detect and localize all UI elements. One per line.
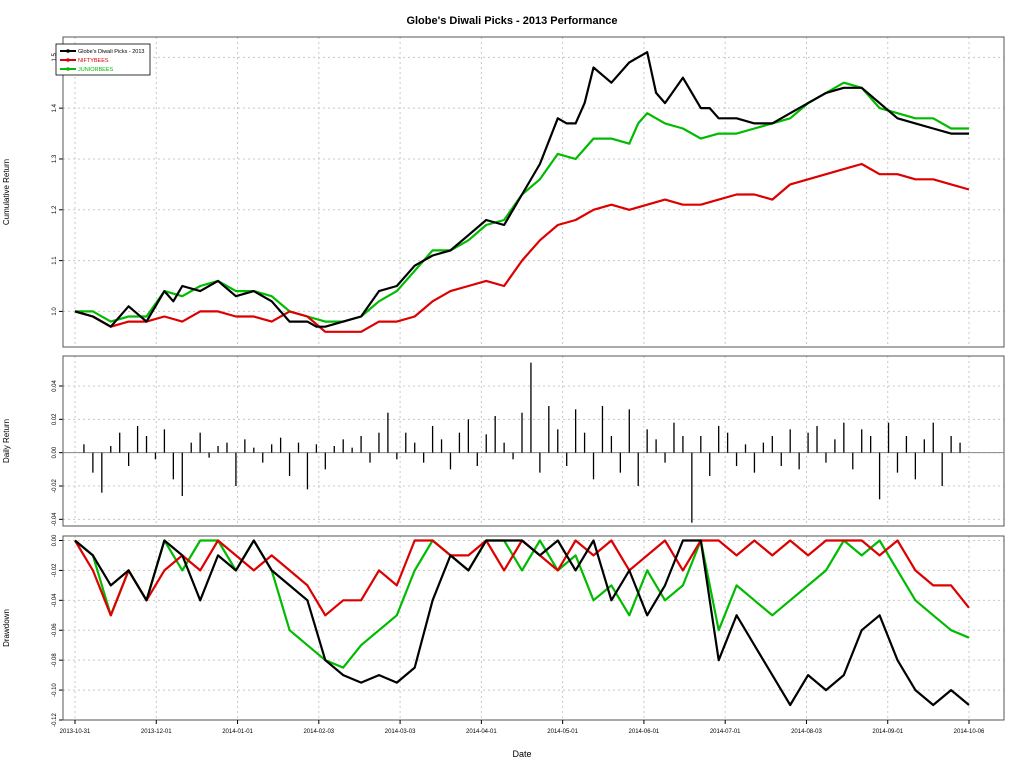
x-tick-label: 2014-07-01	[710, 729, 741, 735]
series-line-globe-s-diwali-picks-2013	[74, 539, 970, 707]
x-tick-label: 2014-09-01	[872, 729, 903, 735]
x-tick-label: 2013-12-01	[141, 729, 172, 735]
panel-cumulative: 1.0 1.1 1.2 1.3 1.4 1.5 Cumulative Return	[2, 36, 1005, 348]
legend-label: JUNIORBEES	[78, 67, 113, 73]
x-tick-label: 2014-08-03	[791, 729, 822, 735]
series-line-niftybees	[74, 162, 970, 333]
x-tick-label: 2014-03-03	[385, 729, 416, 735]
x-tick-label: 2014-02-03	[303, 729, 334, 735]
y-tick-label: -0.06	[52, 623, 58, 637]
y-tick-label: -0.12	[52, 713, 58, 727]
x-tick-label: 2014-10-06	[954, 729, 985, 735]
x-axis-label: Date	[512, 749, 531, 759]
y-tick-label: 0.00	[52, 534, 58, 546]
x-axis: 2013-10-31 2013-12-01 2014-01-01 2014-02-03…	[60, 720, 985, 735]
x-tick-label: 2014-01-01	[222, 729, 253, 735]
y-tick-label: 0.02	[52, 413, 58, 425]
legend-label: NIFTYBEES	[78, 58, 109, 64]
y-tick-label: -0.08	[52, 653, 58, 667]
panel-daily: -0.04 -0.02 0.00 0.02 0.04 Daily Return	[2, 355, 1005, 527]
y-tick-label: 1.1	[52, 256, 58, 265]
legend: Globe's Diwali Picks - 2013 NIFTYBEES JUNI…	[55, 43, 151, 76]
y-tick-label: -0.10	[52, 683, 58, 697]
legend-marker	[66, 67, 70, 71]
y-tick-label: -0.02	[52, 479, 58, 493]
x-tick-label: 2013-10-31	[60, 729, 91, 735]
y-tick-label: -0.02	[52, 563, 58, 577]
y-tick-label: 1.5	[52, 52, 58, 61]
x-tick-label: 2014-05-01	[547, 729, 578, 735]
y-tick-label: -0.04	[52, 512, 58, 526]
y-tick-label: 0.04	[52, 380, 58, 392]
y-axis-label: Cumulative Return	[2, 159, 11, 225]
panel-frame	[62, 355, 1005, 527]
y-tick-label: -0.04	[52, 593, 58, 607]
chart-panels: 1.0 1.1 1.2 1.3 1.4 1.5 Cumulative Return -0.04…	[2, 36, 1005, 727]
series-line-globe-s-diwali-picks-2013	[74, 51, 969, 328]
chart-title: Globe's Diwali Picks - 2013 Performance	[406, 15, 617, 27]
y-axis-label: Daily Return	[2, 419, 11, 463]
y-tick-label: 0.00	[52, 446, 58, 458]
y-tick-label: 1.2	[52, 205, 58, 214]
y-tick-label: 1.4	[52, 103, 58, 112]
legend-label: Globe's Diwali Picks - 2013	[78, 49, 144, 55]
legend-marker	[66, 49, 70, 53]
y-tick-label: 1.0	[52, 307, 58, 316]
y-axis-label: Drawdown	[2, 609, 11, 647]
x-tick-label: 2014-04-01	[466, 729, 497, 735]
panel-drawdown: -0.12 -0.10 -0.08 -0.06 -0.04 -0.02 0.00 Drawdo…	[2, 534, 1005, 727]
panel-frame	[62, 535, 1005, 721]
series-line-juniorbees	[74, 539, 970, 669]
legend-marker	[66, 58, 70, 62]
x-tick-label: 2014-06-01	[629, 729, 660, 735]
y-tick-label: 1.3	[52, 154, 58, 163]
panel-frame	[62, 36, 1005, 348]
